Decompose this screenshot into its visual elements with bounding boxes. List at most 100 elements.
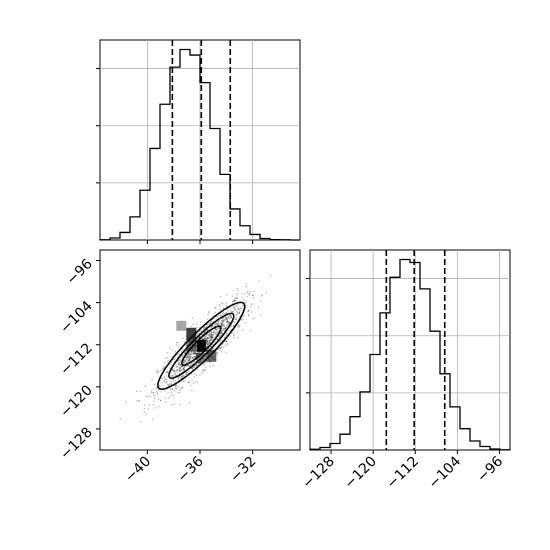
joint-point: [177, 386, 180, 388]
joint-point: [223, 324, 225, 327]
joint-point: [181, 348, 184, 350]
joint-point: [167, 371, 169, 374]
joint-point: [228, 307, 230, 309]
joint-point: [215, 339, 218, 341]
joint-point: [179, 376, 181, 378]
joint-point: [180, 377, 183, 379]
joint-point: [220, 349, 222, 351]
joint-point: [210, 322, 212, 324]
joint-point: [212, 338, 215, 340]
joint-point: [192, 352, 195, 354]
joint-point: [179, 389, 181, 391]
joint-point: [206, 337, 208, 339]
joint-point: [223, 336, 225, 338]
joint-point: [205, 335, 208, 337]
joint-point: [190, 351, 192, 354]
joint-point: [178, 354, 180, 356]
joint-point: [145, 413, 148, 415]
joint-point: [180, 378, 182, 380]
joint-point: [221, 337, 223, 339]
joint-point: [249, 290, 251, 293]
joint-point: [204, 337, 206, 339]
joint-point: [206, 339, 208, 341]
joint-point: [215, 334, 217, 336]
joint-point: [187, 356, 190, 358]
joint-point: [225, 312, 228, 314]
joint-point: [225, 326, 227, 329]
joint-point: [224, 327, 226, 329]
joint-point: [192, 353, 194, 355]
joint-point: [201, 358, 204, 360]
joint-point: [199, 353, 201, 355]
joint-point: [232, 311, 234, 313]
joint-point: [203, 328, 205, 330]
joint-point: [157, 370, 159, 372]
joint-point: [189, 385, 192, 387]
joint-point: [199, 361, 201, 364]
joint-point: [183, 367, 185, 370]
joint-point: [225, 321, 228, 323]
joint-point: [167, 397, 170, 399]
joint-point: [136, 390, 138, 393]
joint-point: [223, 329, 225, 331]
joint-point: [201, 354, 203, 356]
joint-point: [253, 290, 255, 293]
joint-point: [119, 418, 121, 420]
joint-point: [220, 302, 223, 304]
joint-point: [187, 359, 189, 361]
joint-point: [172, 375, 174, 377]
joint-point: [170, 372, 172, 374]
joint-point: [190, 357, 193, 359]
joint-ytick-label-3: −120: [57, 382, 96, 421]
joint-point: [178, 377, 180, 380]
joint-point: [238, 312, 240, 314]
joint-point: [216, 316, 219, 318]
joint-point: [201, 334, 203, 336]
joint-point: [206, 334, 208, 336]
joint-point: [182, 357, 184, 359]
joint-point: [229, 318, 231, 320]
joint-point: [237, 326, 240, 329]
joint-point: [240, 318, 242, 320]
joint-point: [214, 327, 216, 329]
joint-point: [144, 404, 146, 406]
joint-point: [181, 386, 183, 389]
joint-point: [170, 361, 173, 364]
joint-point: [189, 354, 192, 356]
joint-point: [194, 352, 197, 354]
joint-point: [197, 354, 199, 357]
joint-point: [194, 381, 196, 383]
joint-contours: [157, 301, 246, 390]
joint-point: [221, 343, 224, 345]
joint-point: [154, 398, 156, 400]
joint-point: [156, 390, 158, 393]
joint-point: [236, 294, 238, 296]
joint-point: [188, 352, 190, 355]
marginal-y-panel: −128 −120 −112 −104 −96: [299, 249, 511, 492]
joint-point: [170, 388, 172, 390]
joint-point: [175, 354, 178, 356]
joint-point: [190, 367, 193, 370]
joint-point: [226, 320, 229, 322]
joint-point: [196, 326, 198, 328]
joint-xtick-label-1: −36: [175, 453, 207, 485]
joint-point: [160, 369, 162, 371]
joint-point: [167, 359, 170, 362]
joint-point: [198, 330, 200, 332]
joint-point: [208, 312, 210, 314]
joint-point: [234, 297, 236, 299]
joint-point: [147, 395, 149, 397]
joint-point: [184, 341, 186, 343]
joint-point: [210, 345, 212, 347]
joint-point: [233, 309, 236, 311]
joint-point: [193, 357, 195, 359]
joint-point: [206, 342, 208, 345]
joint-point: [221, 331, 223, 334]
joint-point: [181, 366, 183, 368]
joint-point: [187, 353, 189, 356]
joint-point: [197, 355, 199, 357]
joint-point: [218, 319, 220, 322]
joint-point: [201, 334, 204, 336]
joint-point: [155, 388, 157, 390]
joint-point: [200, 338, 203, 340]
